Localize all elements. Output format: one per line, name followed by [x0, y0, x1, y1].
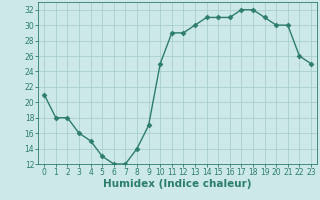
X-axis label: Humidex (Indice chaleur): Humidex (Indice chaleur) [103, 179, 252, 189]
